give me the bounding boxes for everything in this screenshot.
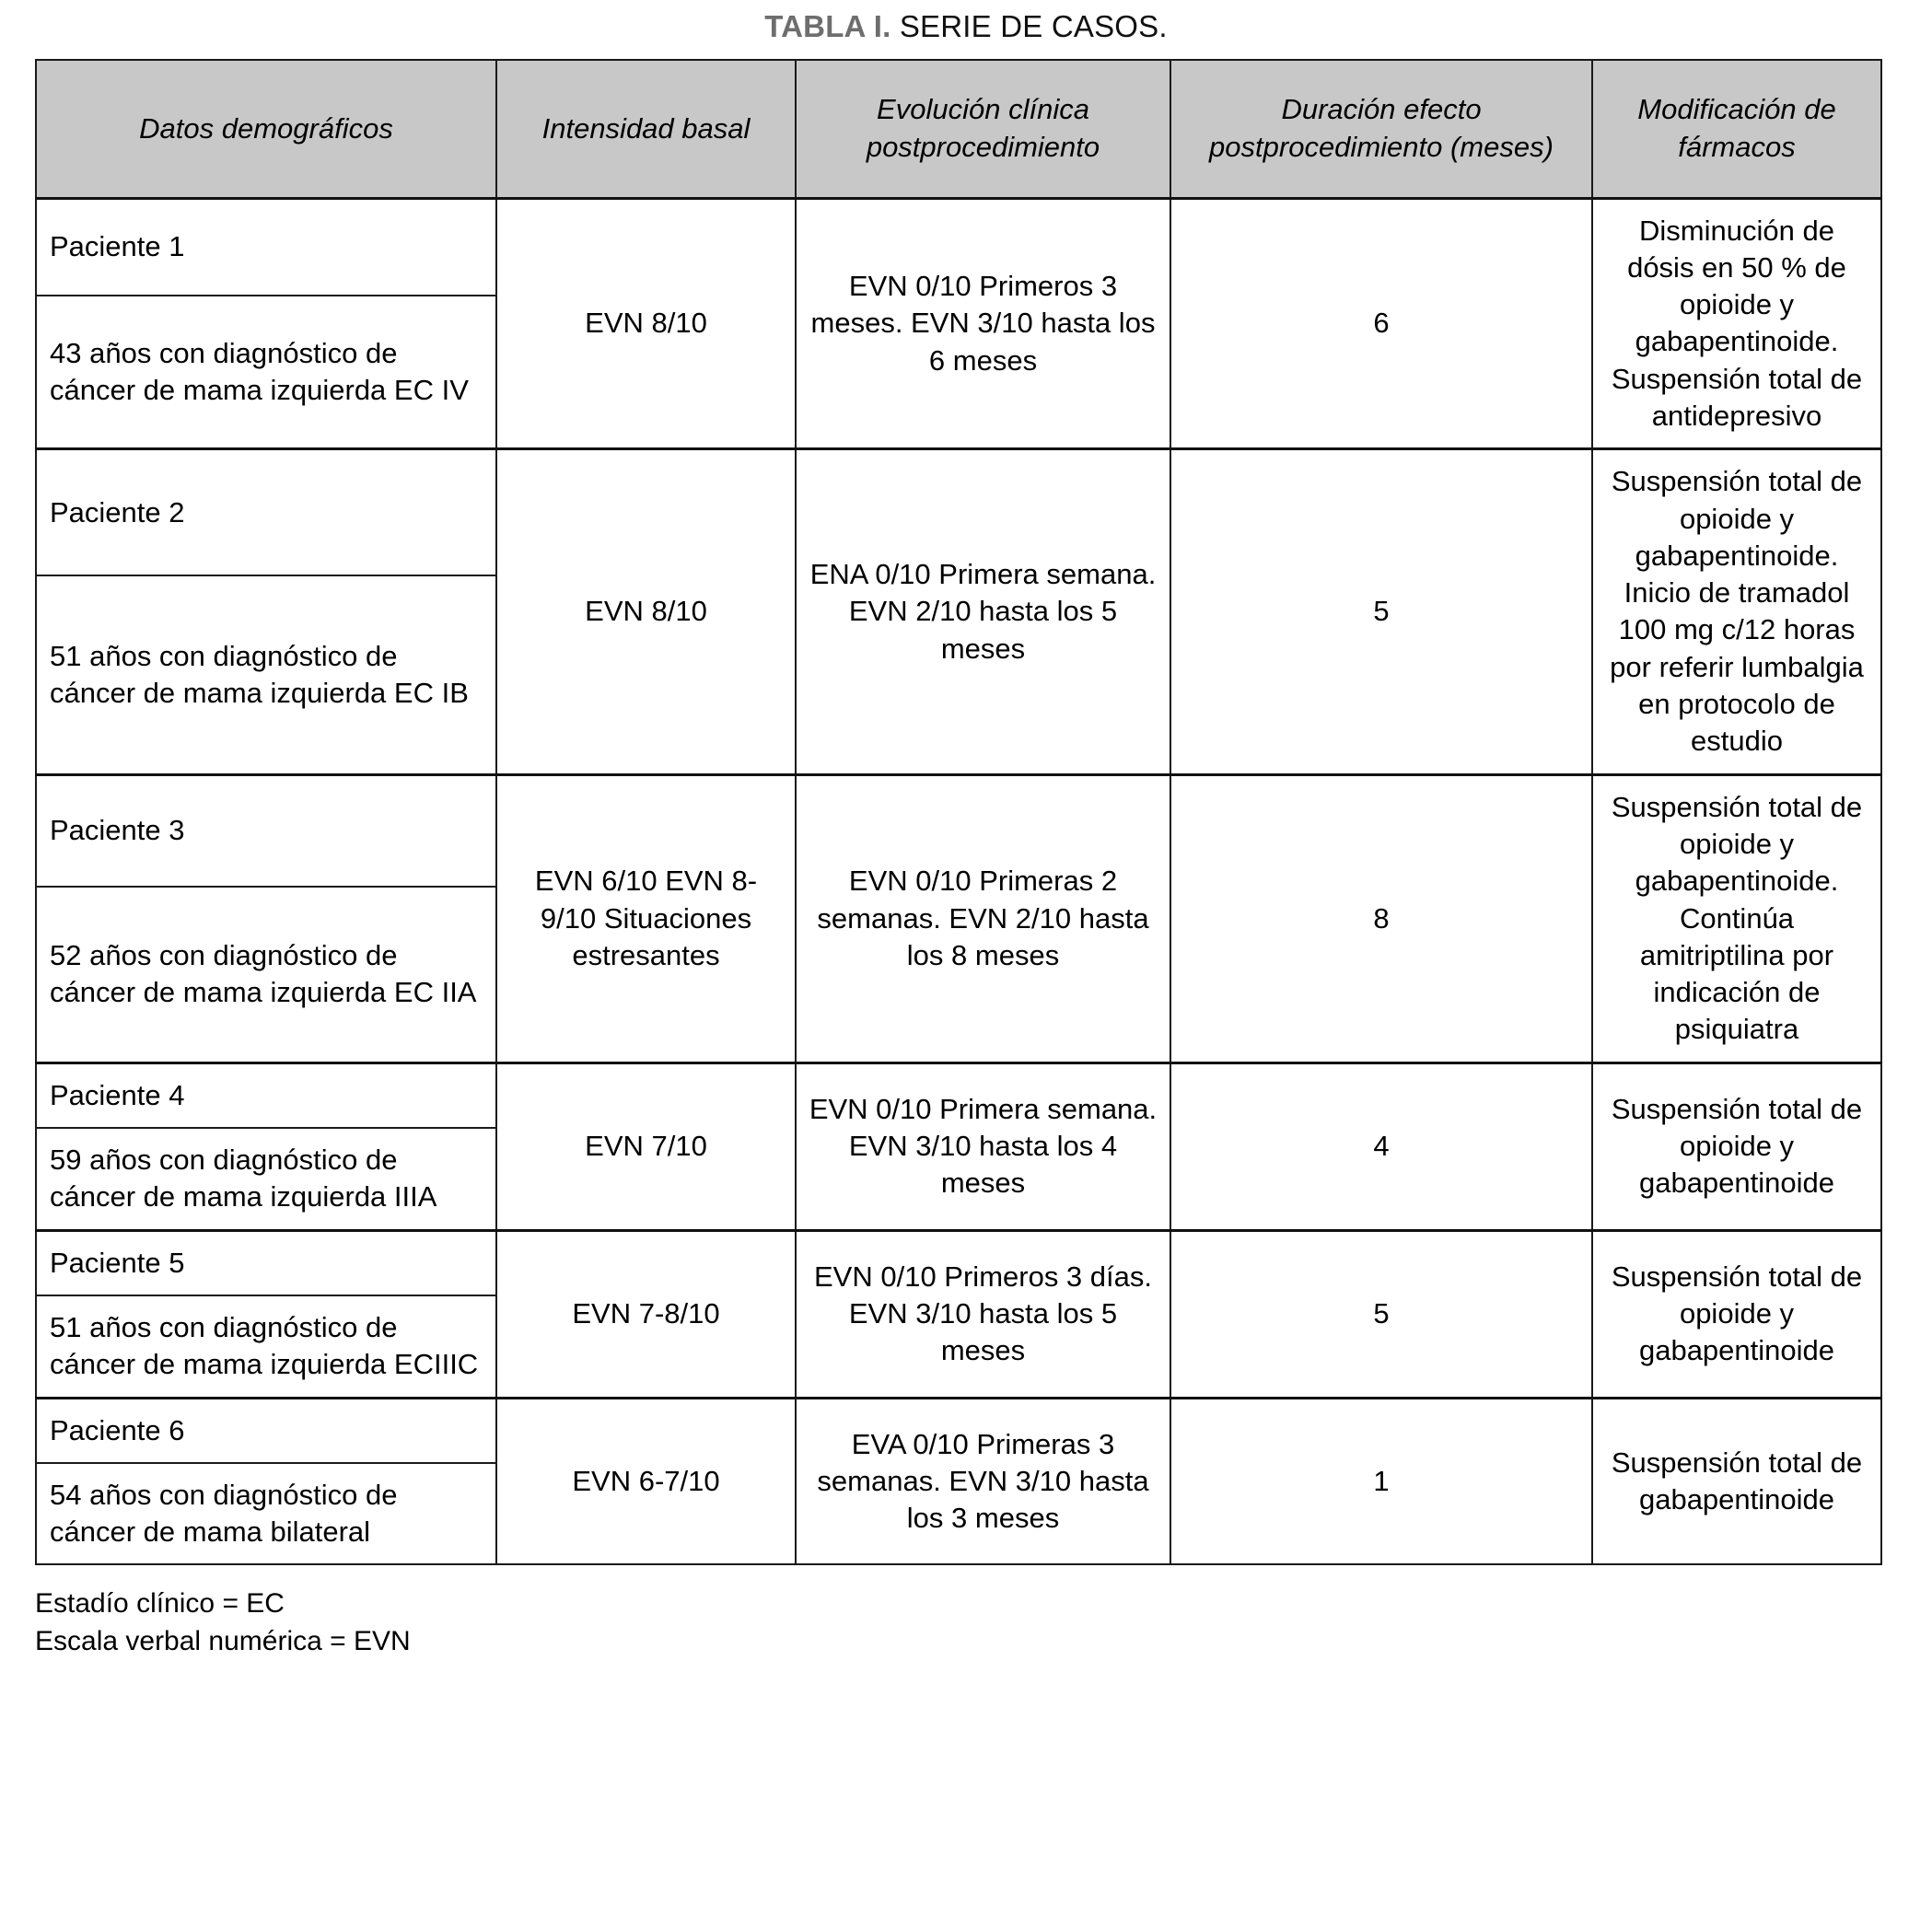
- cell-datos-demograficos: 51 años con diagnóstico de cáncer de mam…: [35, 1294, 497, 1399]
- cell-datos-demograficos: 59 años con diagnóstico de cáncer de mam…: [35, 1127, 497, 1232]
- column-header-modificacion-farmacos: Modificación de fármacos: [1591, 59, 1882, 199]
- cell-duracion-efecto: 5: [1170, 1228, 1593, 1399]
- table-container: Datos demográficos Intensidad basal Evol…: [35, 59, 1897, 1566]
- cell-intensidad-basal: EVN 6-7/10: [495, 1396, 797, 1566]
- cell-duracion-efecto: 6: [1170, 196, 1593, 450]
- cell-duracion-efecto: 4: [1170, 1061, 1593, 1232]
- table-row: 59 años con diagnóstico de cáncer de mam…: [35, 1127, 1881, 1232]
- patient-label: Paciente 3: [35, 772, 497, 888]
- cell-datos-demograficos: 43 años con diagnóstico de cáncer de mam…: [35, 295, 497, 450]
- column-header-intensidad-basal: Intensidad basal: [495, 59, 797, 199]
- cell-evolucion-clinica: EVN 0/10 Primeros 3 meses. EVN 3/10 hast…: [795, 196, 1171, 450]
- table-row: 43 años con diagnóstico de cáncer de mam…: [35, 295, 1881, 450]
- column-header-datos-demograficos: Datos demográficos: [35, 59, 497, 199]
- table-row: Paciente 1 EVN 8/10 EVN 0/10 Primeros 3 …: [35, 196, 1882, 450]
- table-footnotes: Estadío clínico = EC Escala verbal numér…: [35, 1585, 1932, 1660]
- table-row: Paciente 6 EVN 6-7/10 EVA 0/10 Primeras …: [35, 1396, 1882, 1566]
- cell-modificacion-farmacos: Suspensión total de opioide y gabapentin…: [1591, 1061, 1882, 1232]
- caption-text: SERIE DE CASOS.: [899, 9, 1168, 43]
- cell-duracion-efecto: 5: [1170, 447, 1593, 776]
- column-header-evolucion-clinica: Evolución clínica postprocedimiento: [795, 59, 1171, 199]
- footnote-escala-verbal: Escala verbal numérica = EVN: [35, 1625, 411, 1656]
- cell-evolucion-clinica: EVN 0/10 Primeras 2 semanas. EVN 2/10 ha…: [795, 772, 1171, 1064]
- cell-modificacion-farmacos: Disminución de dósis en 50 % de opioide …: [1591, 196, 1882, 450]
- table-row: Paciente 4 EVN 7/10 EVN 0/10 Primera sem…: [35, 1061, 1882, 1232]
- cell-datos-demograficos: 54 años con diagnóstico de cáncer de mam…: [35, 1461, 497, 1566]
- cell-modificacion-farmacos: Suspensión total de opioide y gabapentin…: [1591, 772, 1882, 1064]
- footnote-estadio-clinico: Estadío clínico = EC: [35, 1588, 285, 1620]
- cell-duracion-efecto: 1: [1170, 1396, 1593, 1566]
- table-row: 52 años con diagnóstico de cáncer de mam…: [35, 885, 1881, 1064]
- patient-label: Paciente 6: [35, 1396, 497, 1464]
- table-row: 51 años con diagnóstico de cáncer de mam…: [35, 1294, 1881, 1399]
- cell-intensidad-basal: EVN 8/10: [495, 196, 797, 450]
- column-header-duracion-efecto: Duración efecto postprocedimiento (meses…: [1170, 59, 1593, 199]
- cell-modificacion-farmacos: Suspensión total de opioide y gabapentin…: [1591, 447, 1882, 776]
- table-row: Paciente 3 EVN 6/10 EVN 8-9/10 Situacion…: [35, 772, 1882, 1064]
- patient-label: Paciente 5: [35, 1228, 497, 1296]
- patient-label: Paciente 1: [35, 196, 497, 297]
- cell-modificacion-farmacos: Suspensión total de opioide y gabapentin…: [1591, 1228, 1882, 1399]
- cell-evolucion-clinica: EVA 0/10 Primeras 3 semanas. EVN 3/10 ha…: [795, 1396, 1171, 1566]
- cell-duracion-efecto: 8: [1170, 772, 1593, 1064]
- header-row: Datos demográficos Intensidad basal Evol…: [35, 59, 1882, 199]
- cell-evolucion-clinica: EVN 0/10 Primeros 3 días. EVN 3/10 hasta…: [795, 1228, 1171, 1399]
- patient-label: Paciente 4: [35, 1061, 497, 1130]
- patient-label: Paciente 2: [35, 447, 497, 577]
- cell-evolucion-clinica: EVN 0/10 Primera semana. EVN 3/10 hasta …: [795, 1061, 1171, 1232]
- table-caption: TABLA I. SERIE DE CASOS.: [0, 0, 1932, 59]
- cell-evolucion-clinica: ENA 0/10 Primera semana. EVN 2/10 hasta …: [795, 447, 1171, 776]
- table-header: Datos demográficos Intensidad basal Evol…: [35, 59, 1882, 199]
- cell-datos-demograficos: 52 años con diagnóstico de cáncer de mam…: [35, 885, 497, 1064]
- table-row: Paciente 5 EVN 7-8/10 EVN 0/10 Primeros …: [35, 1228, 1882, 1399]
- table-body: Paciente 1 EVN 8/10 EVN 0/10 Primeros 3 …: [35, 196, 1882, 1566]
- cell-intensidad-basal: EVN 8/10: [495, 447, 797, 776]
- case-series-table: Datos demográficos Intensidad basal Evol…: [35, 59, 1882, 1566]
- table-row: 51 años con diagnóstico de cáncer de mam…: [35, 575, 1881, 776]
- cell-intensidad-basal: EVN 7-8/10: [495, 1228, 797, 1399]
- cell-datos-demograficos: 51 años con diagnóstico de cáncer de mam…: [35, 575, 497, 776]
- table-row: 54 años con diagnóstico de cáncer de mam…: [35, 1461, 1881, 1566]
- caption-number: TABLA I.: [764, 9, 891, 43]
- cell-intensidad-basal: EVN 7/10: [495, 1061, 797, 1232]
- cell-intensidad-basal: EVN 6/10 EVN 8-9/10 Situaciones estresan…: [495, 772, 797, 1064]
- table-row: Paciente 2 EVN 8/10 ENA 0/10 Primera sem…: [35, 447, 1882, 776]
- cell-modificacion-farmacos: Suspensión total de gabapentinoide: [1591, 1396, 1882, 1566]
